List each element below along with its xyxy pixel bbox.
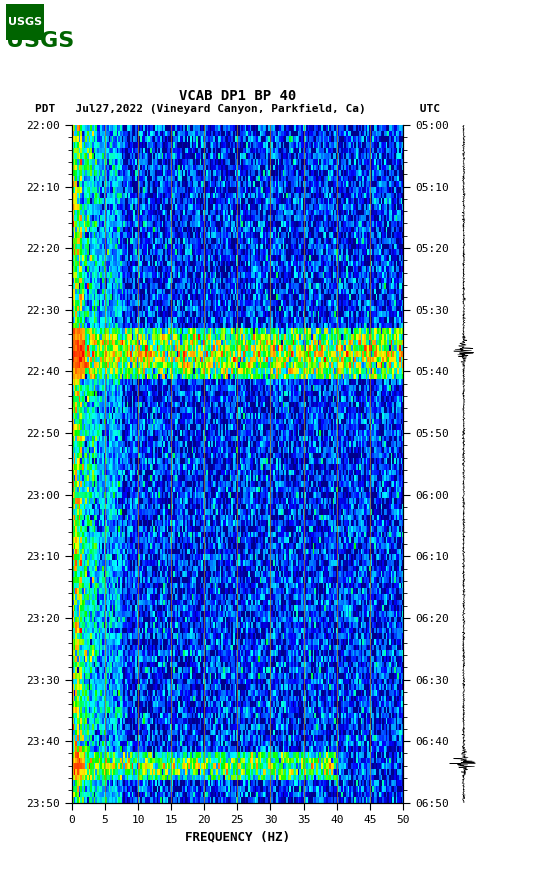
X-axis label: FREQUENCY (HZ): FREQUENCY (HZ): [185, 830, 290, 843]
Text: USGS: USGS: [6, 31, 74, 51]
Text: VCAB DP1 BP 40: VCAB DP1 BP 40: [179, 88, 296, 103]
Text: USGS: USGS: [8, 17, 42, 28]
Text: PDT   Jul27,2022 (Vineyard Canyon, Parkfield, Ca)        UTC: PDT Jul27,2022 (Vineyard Canyon, Parkfie…: [35, 104, 440, 114]
